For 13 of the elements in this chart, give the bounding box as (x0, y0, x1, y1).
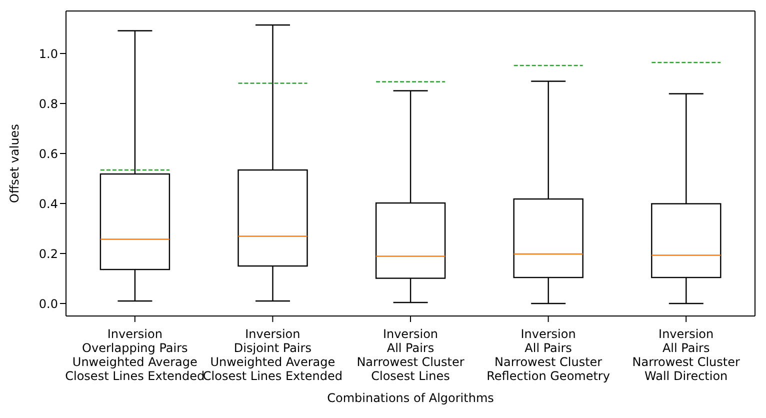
y-tick-label: 0.0 (38, 296, 58, 311)
x-tick-label: Inversion All Pairs Narrowest Cluster Closest Lines (356, 327, 464, 383)
y-tick-label: 0.8 (38, 96, 58, 111)
y-tick-label: 0.4 (38, 196, 58, 211)
x-tick-label: Inversion Overlapping Pairs Unweighted Average Closest Lines Extended (65, 327, 205, 383)
x-axis-title: Combinations of Algorithms (327, 391, 494, 405)
x-tick-label: Inversion Disjoint Pairs Unweighted Average Closest Lines Extended (202, 327, 342, 383)
y-tick-label: 1.0 (38, 46, 58, 61)
x-tick-label: Inversion All Pairs Narrowest Cluster Reflection Geometry (486, 327, 610, 383)
x-tick-label: Inversion All Pairs Narrowest Cluster Wall Direction (632, 327, 740, 383)
y-tick-label: 0.6 (38, 146, 58, 161)
y-axis-title: Offset values (7, 124, 22, 203)
y-tick-label: 0.2 (38, 246, 58, 261)
